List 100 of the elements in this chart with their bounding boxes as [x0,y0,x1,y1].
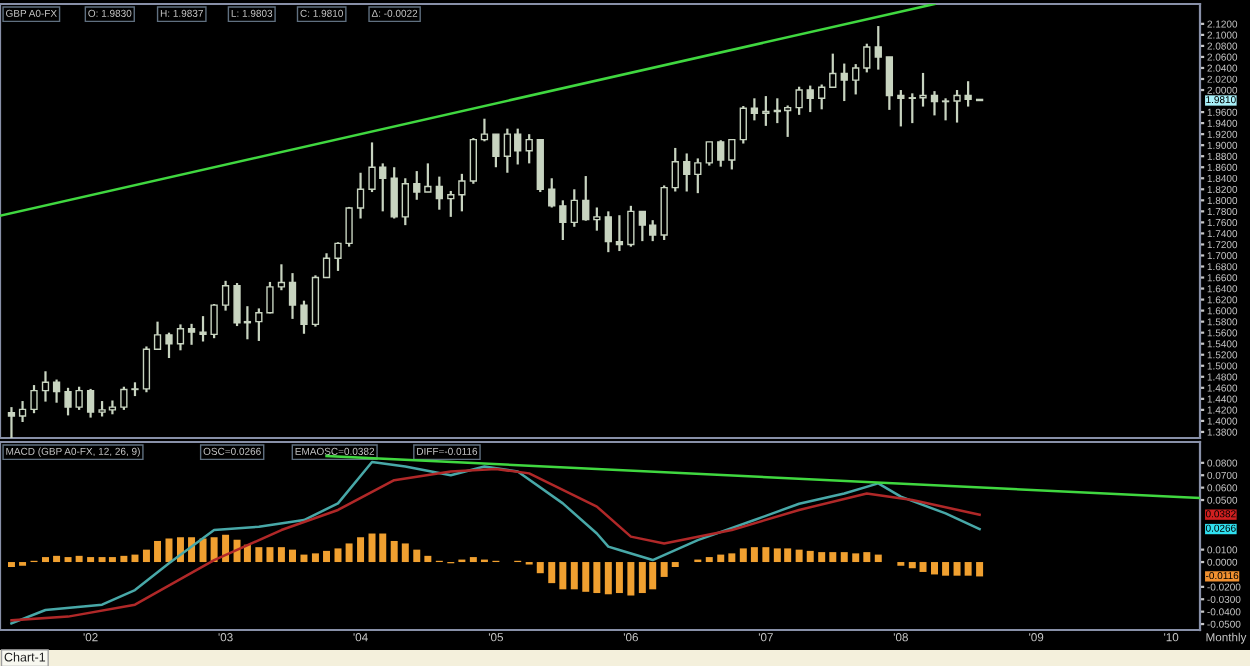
bar [120,555,128,563]
bar [908,562,916,569]
candlestick [582,174,590,222]
candlestick [30,383,38,415]
candlestick [885,55,894,111]
candlestick [153,320,162,351]
bar [863,552,871,563]
bar [289,549,297,563]
candlestick [705,140,713,167]
candlestick [424,162,432,194]
bar [739,548,747,563]
candlestick [492,133,500,169]
candlestick [615,214,624,253]
candlestick [480,117,489,143]
bar [750,547,758,563]
bar [705,557,713,563]
bar [919,562,927,572]
bar [762,547,770,563]
bar [806,550,814,563]
candlestick [593,206,601,232]
bar [311,553,319,563]
candlestick [52,378,61,404]
bar [390,540,398,563]
candlestick [806,84,814,114]
candlestick [413,169,421,201]
candlestick [840,62,848,103]
bar [717,554,725,563]
candlestick [165,331,173,360]
bar [469,557,477,563]
bar [75,555,83,563]
bar [660,562,668,577]
candlestick [221,279,230,312]
candlestick [7,406,16,438]
candlestick [86,387,95,419]
bar [964,562,972,576]
candlestick [435,175,443,211]
bar [210,537,218,563]
candlestick [322,252,331,279]
bar [953,562,961,576]
bar [87,557,95,563]
candlestick [604,210,612,254]
bar [593,562,601,594]
candlestick [525,133,533,165]
candlestick [356,171,365,220]
candlestick [176,323,185,352]
candlestick [660,184,668,242]
candlestick [548,177,556,209]
bar [627,562,635,596]
bar [401,543,409,563]
bar [559,562,567,590]
candlestick [852,63,860,96]
bar [548,562,556,584]
candlestick [187,322,196,346]
candlestick [930,90,939,117]
bar [323,550,331,563]
bar [154,540,162,563]
bar [266,547,274,563]
candlestick [18,399,27,424]
bar [829,552,837,563]
bar [424,555,432,563]
bar [728,553,736,563]
bar [199,538,207,563]
candlestick [559,199,567,242]
bar [357,537,365,563]
bar [413,549,421,563]
bar [930,562,938,575]
candlestick [277,263,286,292]
candlestick [142,345,151,394]
candlestick [694,157,702,195]
candlestick [941,97,950,122]
candlestick [41,370,50,403]
bar [277,547,285,563]
bar [255,547,263,563]
bar [53,555,61,563]
bar [41,557,49,563]
candlestick [739,104,747,145]
bar [874,554,882,563]
candlestick [829,52,837,89]
bar [345,543,353,563]
candlestick [795,85,803,116]
candlestick [627,204,635,248]
candlestick [458,172,466,213]
bar [131,554,139,563]
candlestick [447,189,455,218]
candlestick [671,146,679,193]
candlestick [469,136,477,185]
bar [818,552,826,563]
bar [840,552,848,563]
candlestick [311,274,320,328]
bar [795,549,803,563]
candlestick [683,152,691,193]
candlestick [818,83,826,111]
candlestick [897,88,905,128]
candlestick [728,138,736,171]
candlestick [863,42,871,74]
bar [570,562,578,590]
candlestick [401,177,409,227]
candlestick [570,188,578,228]
bar [976,562,984,577]
candlestick [717,139,725,168]
